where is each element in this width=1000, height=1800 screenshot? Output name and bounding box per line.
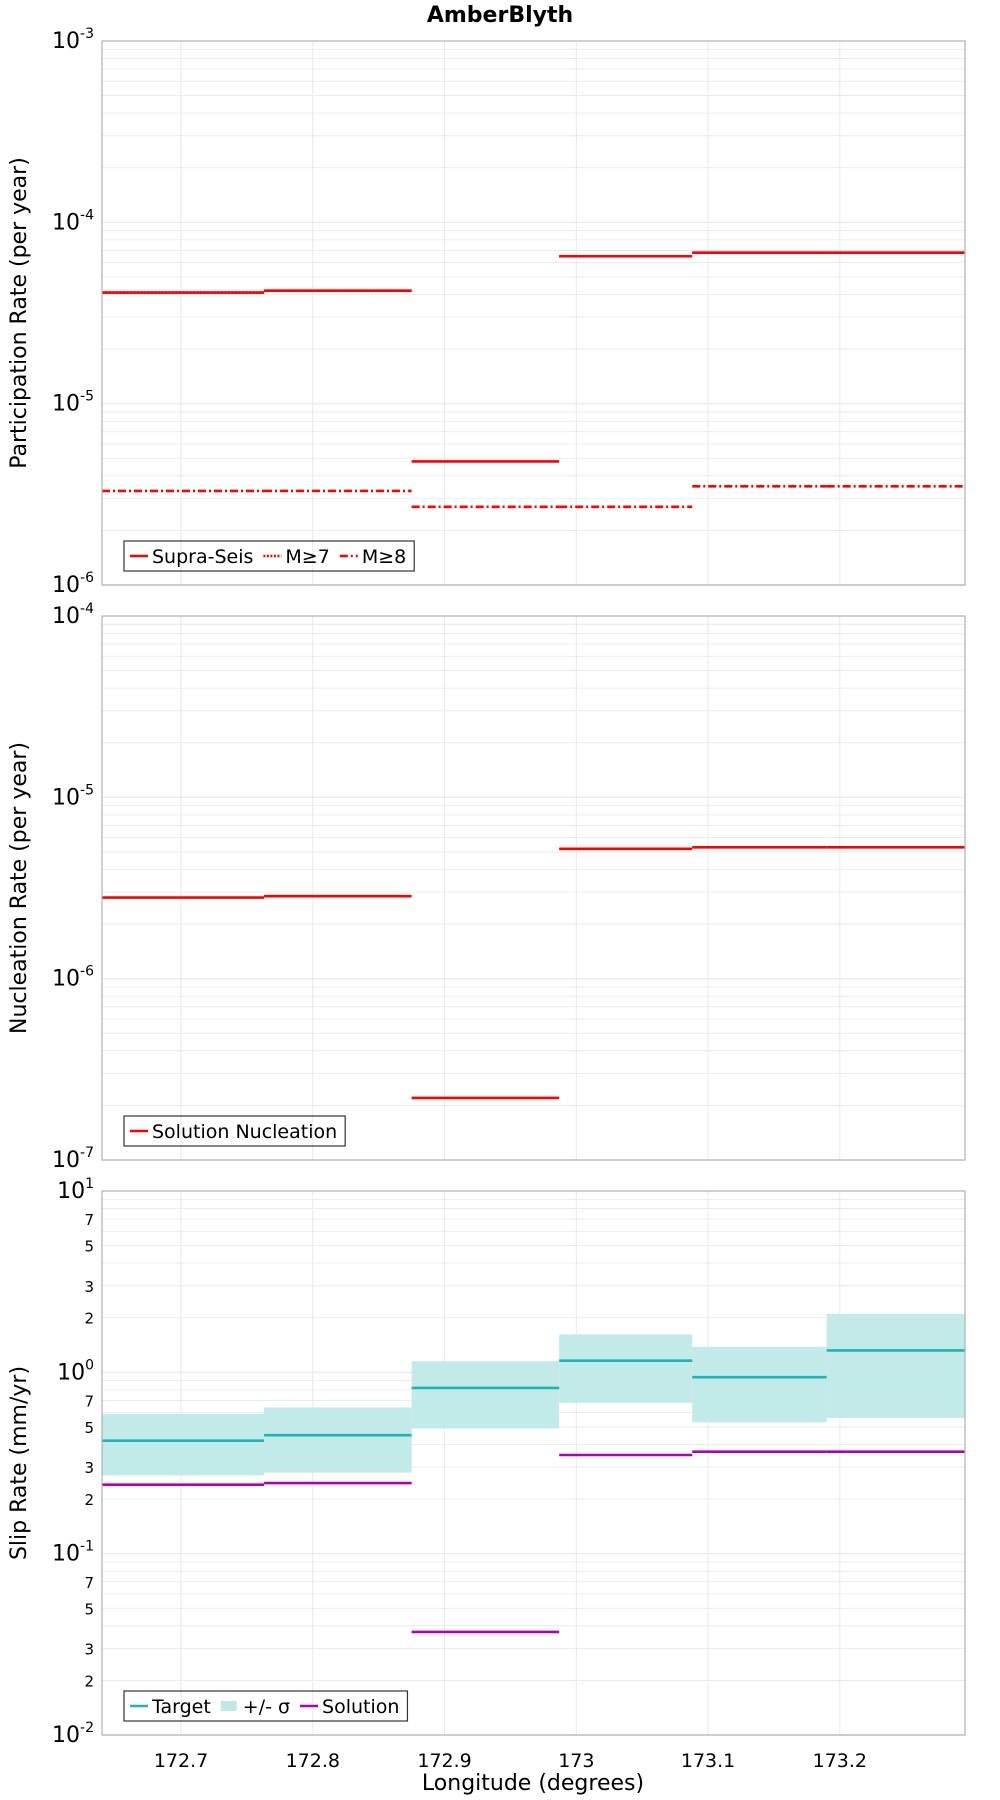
x-tick-label: 173.2 <box>813 1750 867 1772</box>
legend-swatch <box>220 1701 237 1711</box>
panel-slip: 10-2 10-1 100 101 2 3 5 7 2 3 5 7 2 3 5 7 Slip Rate (mm/… <box>7 1176 966 1772</box>
y-axis-label: Nucleation Rate (per year) <box>7 742 32 1034</box>
y-minor-tick-label: 7 <box>84 1574 94 1592</box>
legend-label: M≥7 <box>285 546 329 568</box>
plot-frame <box>101 1190 966 1736</box>
y-tick-label: 100 <box>57 1357 94 1385</box>
x-tick-label: 172.7 <box>154 1750 208 1772</box>
x-tick-label: 173.1 <box>681 1750 735 1772</box>
sigma-band-segment <box>411 1361 560 1429</box>
x-tick-label: 172.8 <box>286 1750 340 1772</box>
sigma-band-segment <box>102 1413 265 1476</box>
y-tick-label: 10-2 <box>52 1720 94 1748</box>
y-tick-label: 10-6 <box>52 570 94 598</box>
y-minor-tick-label: 5 <box>84 1600 94 1618</box>
legend-label: Target <box>151 1696 211 1718</box>
legend-box <box>123 1115 346 1147</box>
y-tick-label: 10-1 <box>52 1539 94 1567</box>
y-tick-label: 10-7 <box>52 1145 94 1173</box>
y-minor-tick-label: 5 <box>84 1238 94 1256</box>
y-minor-tick-label: 7 <box>84 1392 94 1410</box>
y-tick-label: 10-3 <box>52 26 94 54</box>
legend-label: Solution <box>322 1696 399 1718</box>
legend-label: M≥8 <box>362 546 406 568</box>
sigma-band-segment <box>826 1313 965 1418</box>
legend: Supra-Seis M≥7 M≥8 <box>123 540 415 572</box>
plot-frame <box>101 615 966 1161</box>
y-axis-label: Slip Rate (mm/yr) <box>7 1366 32 1560</box>
y-axis-label: Participation Rate (per year) <box>7 157 32 469</box>
y-tick-label: 10-5 <box>52 389 94 417</box>
sigma-band-segment <box>692 1346 827 1423</box>
y-minor-tick-label: 7 <box>84 1211 94 1229</box>
sigma-band-segment <box>264 1407 412 1473</box>
plot-frame <box>101 40 966 586</box>
legend-label: Supra-Seis <box>152 546 253 568</box>
panel-participation: 10-6 10-5 10-4 10-3 Participation Rate (per … <box>7 26 966 598</box>
legend: Target +/- σ Solution <box>123 1690 409 1722</box>
y-minor-tick-label: 3 <box>84 1459 94 1477</box>
x-tick-label: 173 <box>558 1750 594 1772</box>
y-minor-tick-label: 5 <box>84 1419 94 1437</box>
y-minor-tick-label: 2 <box>84 1491 94 1509</box>
legend-label: +/- σ <box>243 1696 290 1718</box>
y-minor-tick-label: 3 <box>84 1278 94 1296</box>
x-tick-label: 172.9 <box>417 1750 471 1772</box>
y-tick-label: 10-4 <box>52 207 94 235</box>
y-minor-tick-label: 2 <box>84 1310 94 1328</box>
x-axis-label: Longitude (degrees) <box>422 1771 644 1796</box>
sigma-band-segment <box>559 1334 693 1403</box>
y-minor-tick-label: 2 <box>84 1672 94 1690</box>
legend-label: Solution Nucleation <box>152 1121 337 1143</box>
legend-box <box>123 1690 409 1722</box>
chart-title: AmberBlyth <box>427 3 573 28</box>
panel-nucleation: 10-7 10-6 10-5 10-4 Nucleation Rate (per yea… <box>7 601 966 1173</box>
y-minor-tick-label: 3 <box>84 1640 94 1658</box>
legend: Solution Nucleation <box>123 1115 346 1147</box>
y-tick-label: 10-4 <box>52 601 94 629</box>
y-tick-label: 10-6 <box>52 964 94 992</box>
y-tick-label: 101 <box>57 1176 94 1204</box>
legend-box <box>123 540 415 572</box>
y-tick-label: 10-5 <box>52 782 94 810</box>
